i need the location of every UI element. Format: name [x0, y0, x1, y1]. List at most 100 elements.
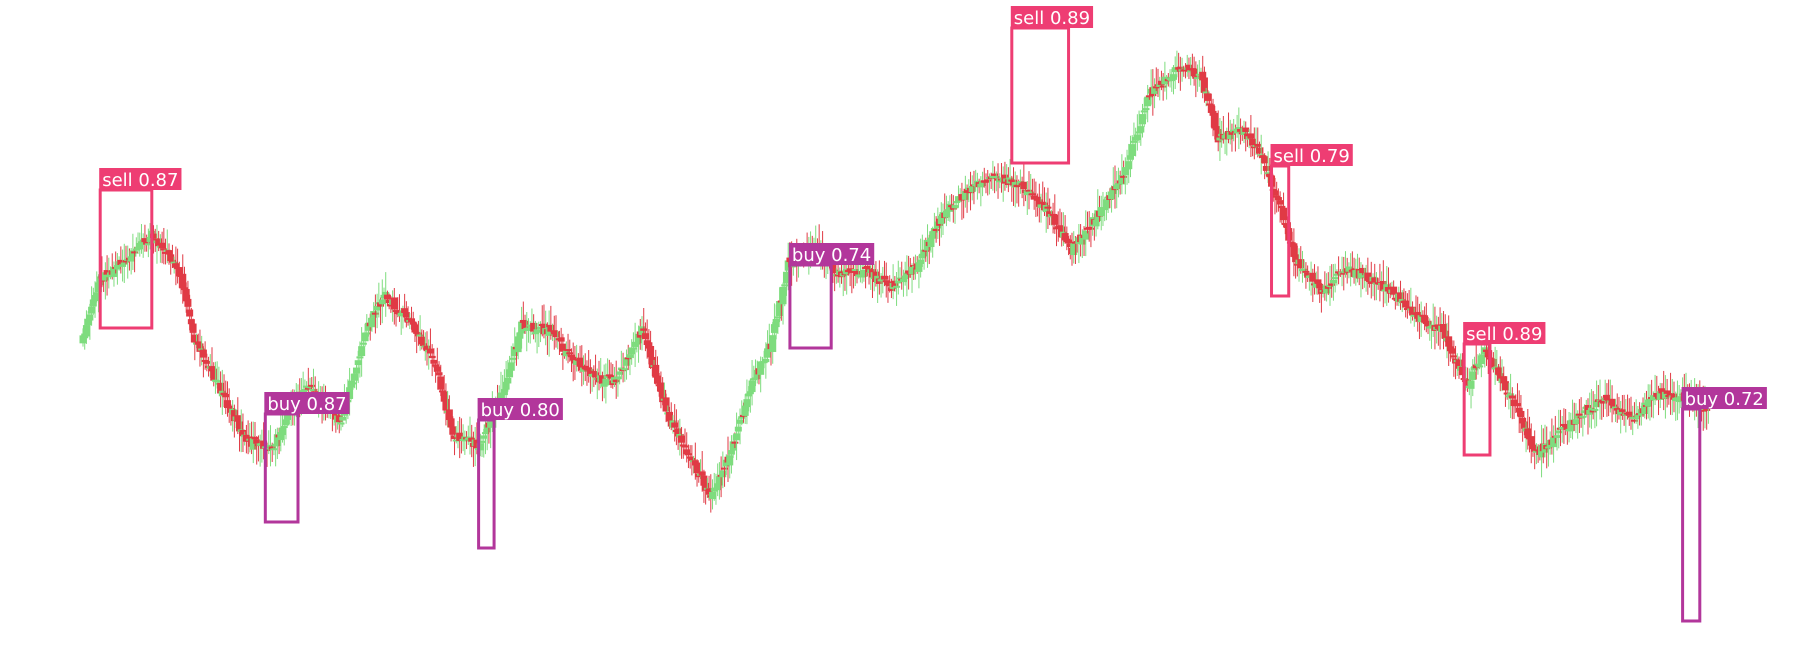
candle-body — [1470, 366, 1478, 371]
candle-body — [1477, 355, 1485, 365]
candle-body — [621, 368, 629, 371]
candle — [1445, 315, 1453, 366]
candle-body — [1625, 411, 1633, 416]
candle-body — [1500, 376, 1508, 384]
candle — [390, 288, 398, 325]
candle — [1304, 265, 1312, 283]
sell-detection-label-bg — [99, 168, 182, 190]
candle-body — [1550, 437, 1558, 448]
candle-body — [1292, 254, 1300, 263]
candle-body — [738, 416, 746, 419]
candle-body — [530, 322, 538, 332]
candle-body — [442, 398, 450, 411]
candle-body — [698, 471, 706, 476]
candle-body — [351, 373, 359, 381]
candle-body — [915, 262, 923, 272]
candle-body — [136, 242, 144, 250]
candle — [382, 272, 390, 317]
candle-body — [1288, 242, 1296, 245]
candle-body — [1520, 421, 1528, 429]
candle-body — [418, 336, 426, 345]
candle-body — [1176, 66, 1184, 72]
candle-body — [1020, 181, 1028, 190]
candle — [1440, 311, 1448, 350]
candle-body — [377, 302, 385, 307]
candle-body — [196, 343, 204, 352]
candle-body — [648, 356, 656, 369]
candle-body — [373, 305, 381, 311]
candle-body — [282, 419, 290, 426]
candle-body — [1323, 285, 1331, 294]
candle-body — [155, 238, 163, 247]
candle-body — [929, 231, 937, 239]
candle-body — [225, 405, 233, 409]
candle-body — [438, 390, 446, 393]
candle-body — [714, 483, 722, 491]
candle — [122, 245, 130, 265]
candle-body — [167, 254, 175, 262]
candle — [1510, 395, 1518, 420]
candle — [1414, 296, 1422, 332]
candle-body — [414, 332, 422, 337]
candle — [741, 394, 749, 424]
candle-body — [602, 378, 610, 386]
candle-body — [337, 422, 345, 425]
candle-body — [187, 319, 195, 325]
candle-body — [891, 280, 899, 288]
candle-body — [1118, 175, 1126, 185]
candle-body — [358, 346, 366, 357]
candle — [879, 266, 887, 294]
candle-body — [277, 432, 285, 441]
candle-body — [280, 426, 288, 429]
candle-body — [449, 426, 457, 435]
candle — [1008, 175, 1016, 202]
candle — [184, 280, 192, 313]
candle-body — [456, 432, 464, 441]
candle-body — [1255, 147, 1263, 154]
candle — [1608, 385, 1616, 423]
candle — [1192, 61, 1200, 98]
candle-body — [220, 392, 228, 396]
candle-body — [361, 332, 369, 342]
candle-body — [179, 273, 187, 289]
candle-body — [1061, 233, 1069, 241]
candle-body — [1202, 91, 1210, 94]
candle-body — [437, 376, 445, 390]
candle — [1329, 264, 1337, 301]
candle — [1632, 399, 1640, 424]
candle-body — [721, 467, 729, 470]
candle — [1601, 379, 1609, 410]
candle-body — [1663, 390, 1671, 394]
candle-body — [1599, 399, 1607, 404]
candle-body — [306, 386, 314, 389]
candle-body — [887, 287, 895, 291]
candle-body — [776, 300, 784, 316]
candle — [239, 413, 247, 452]
candle-body — [1314, 279, 1322, 284]
candle-body — [1151, 86, 1159, 94]
candle-body — [507, 362, 515, 371]
candle — [451, 428, 459, 456]
candle-body — [117, 259, 125, 265]
candle-body — [1424, 320, 1432, 327]
candle-body — [1028, 193, 1036, 196]
candle-body — [1200, 77, 1208, 93]
candle-body — [433, 366, 441, 372]
candle-body — [1011, 182, 1019, 188]
candle — [1194, 64, 1202, 92]
candle — [1340, 256, 1348, 291]
candle-body — [481, 432, 489, 435]
candle — [266, 425, 274, 467]
candle-body — [137, 241, 145, 245]
candle-body — [500, 389, 508, 396]
candle-body — [567, 354, 575, 358]
candle-body — [678, 435, 686, 443]
sell-detection-label: sell 0.79 — [1274, 146, 1350, 167]
candle — [552, 315, 560, 348]
candle-body — [131, 251, 139, 254]
candle-body — [89, 299, 97, 307]
candle — [1644, 384, 1652, 419]
candle-body — [1524, 428, 1532, 439]
candle-body — [653, 375, 661, 384]
candle — [1357, 262, 1365, 298]
